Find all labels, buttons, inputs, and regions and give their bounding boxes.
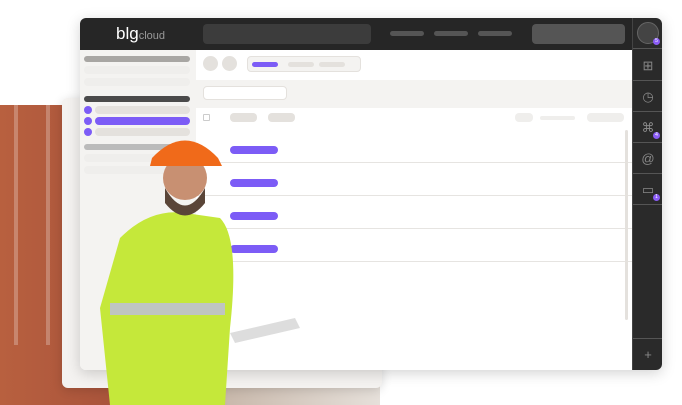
nav-link[interactable] <box>434 31 468 36</box>
sidebar-item[interactable] <box>95 106 190 114</box>
at-icon: @ <box>641 151 655 166</box>
nav-link[interactable] <box>478 31 512 36</box>
hierarchy-icon: ⌘ <box>641 120 655 135</box>
worker-figure <box>100 140 300 405</box>
add-button[interactable]: + <box>633 338 662 369</box>
circle-button[interactable] <box>222 56 237 71</box>
logo: blgcloud <box>116 24 165 43</box>
top-bar: blgcloud <box>80 18 632 50</box>
rail-at-button[interactable]: @ <box>633 143 662 174</box>
right-rail: 5 ⊞ ◷ ⌘ 4 @ ▭ 1 + <box>632 18 662 370</box>
badge: 1 <box>653 194 660 201</box>
rail-chat-button[interactable]: ▭ 1 <box>633 174 662 205</box>
rail-clock-button[interactable]: ◷ <box>633 81 662 112</box>
nav-link[interactable] <box>390 31 424 36</box>
sidebar-item[interactable] <box>84 78 190 86</box>
clock-icon: ◷ <box>642 89 654 104</box>
header-button[interactable] <box>532 24 625 44</box>
search-bar[interactable] <box>203 24 371 44</box>
rail-hierarchy-button[interactable]: ⌘ 4 <box>633 112 662 143</box>
rail-add-comment-button[interactable]: ⊞ <box>633 50 662 81</box>
sidebar-item[interactable] <box>95 128 190 136</box>
circle-button[interactable] <box>203 56 218 71</box>
add-comment-icon: ⊞ <box>642 58 654 73</box>
scrollbar[interactable] <box>625 130 628 320</box>
sidebar-item-active[interactable] <box>95 117 190 125</box>
chat-icon: ▭ <box>641 182 655 197</box>
app-window: blgcloud 5 ⊞ ◷ ⌘ 4 @ ▭ 1 + <box>80 18 662 370</box>
search-input[interactable] <box>203 86 287 100</box>
sidebar-item[interactable] <box>84 66 190 74</box>
avatar[interactable]: 5 <box>633 18 662 49</box>
badge: 4 <box>653 132 660 139</box>
